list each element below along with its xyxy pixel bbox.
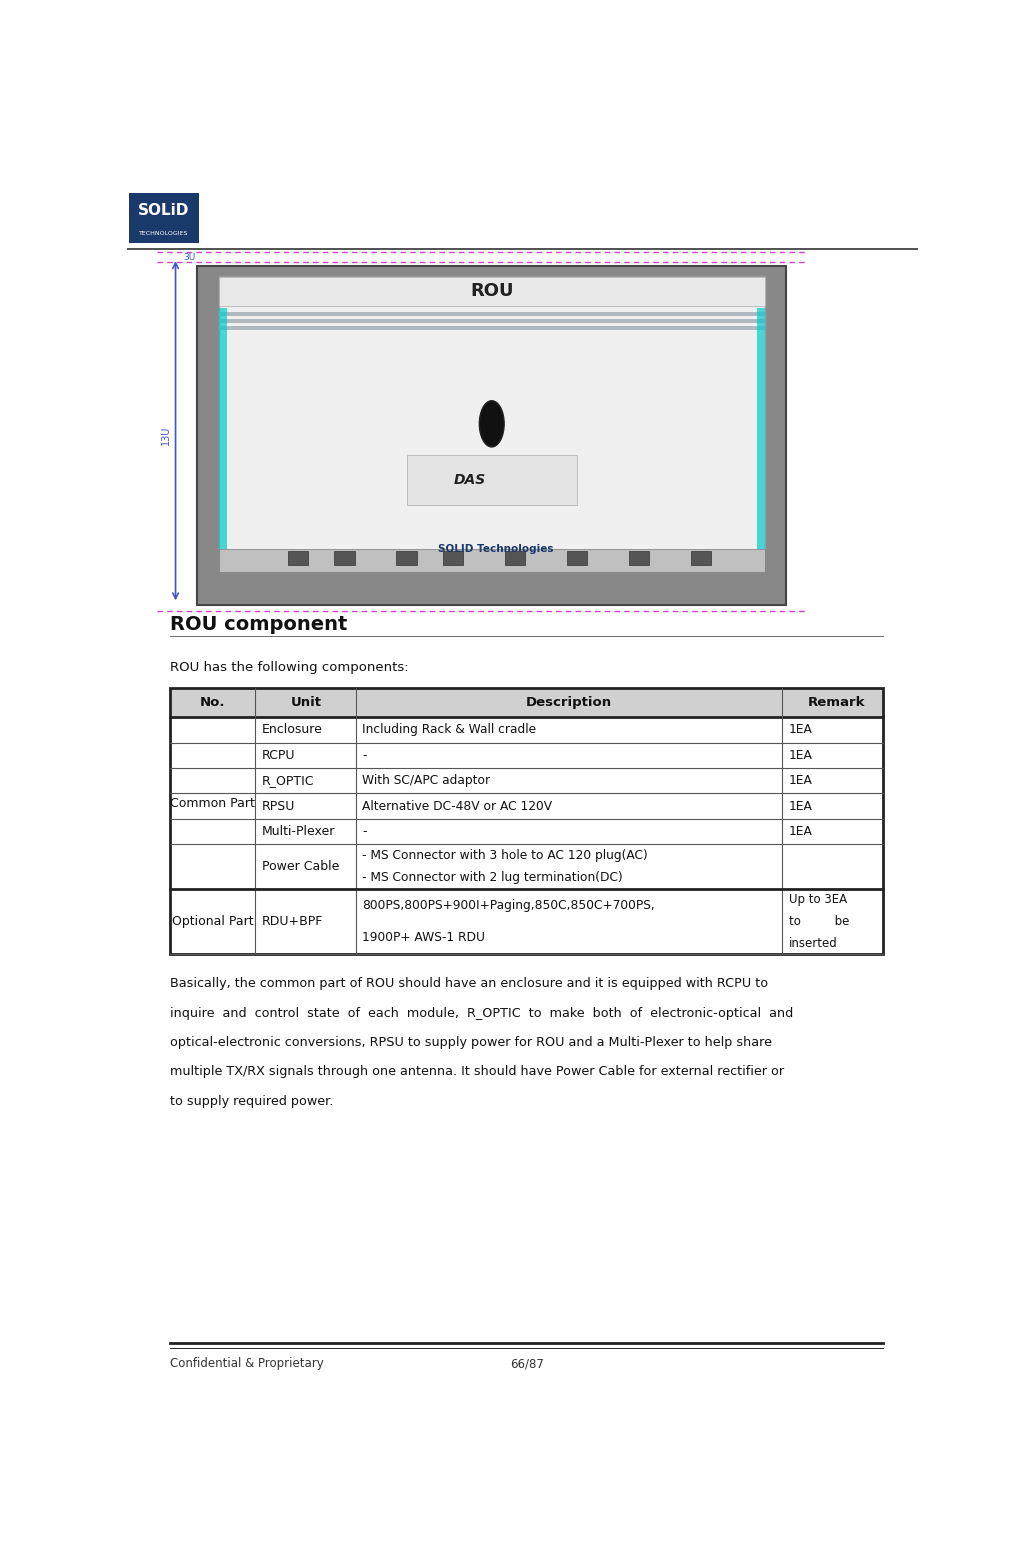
Text: inquire  and  control  state  of  each  module,  R_OPTIC  to  make  both  of  el: inquire and control state of each module… [170,1007,793,1020]
Bar [219,319,764,323]
Text: R_OPTIC: R_OPTIC [261,775,314,787]
Text: RCPU: RCPU [261,748,294,762]
Text: to supply required power.: to supply required power. [170,1095,333,1107]
Bar [170,687,882,954]
Text: 1EA: 1EA [788,723,812,736]
Bar [219,312,764,316]
Text: - MS Connector with 2 lug termination(DC): - MS Connector with 2 lug termination(DC… [362,872,623,884]
Ellipse shape [479,401,503,447]
Bar [629,551,648,565]
Bar [756,308,764,548]
Text: -: - [362,748,367,762]
Text: Common Part: Common Part [170,797,255,809]
Text: SOLiD: SOLiD [139,203,190,217]
Text: No.: No. [200,697,225,709]
Bar [690,551,710,565]
Bar [287,551,308,565]
Text: Multi-Plexer: Multi-Plexer [261,825,334,839]
Text: Including Rack & Wall cradle: Including Rack & Wall cradle [362,723,536,736]
Text: ROU has the following components:: ROU has the following components: [170,661,409,673]
Text: Power Cable: Power Cable [261,861,338,873]
Text: RPSU: RPSU [261,800,294,812]
Bar [219,308,226,548]
Bar [170,687,882,717]
Text: Up to 3EA: Up to 3EA [788,893,846,906]
Text: inserted: inserted [788,937,837,950]
Text: 13U: 13U [161,426,171,445]
Text: 1EA: 1EA [788,825,812,839]
Text: Description: Description [526,697,611,709]
Text: optical-electronic conversions, RPSU to supply power for ROU and a Multi-Plexer : optical-electronic conversions, RPSU to … [170,1036,771,1050]
Bar [334,551,355,565]
Text: to         be: to be [788,915,848,928]
Text: 66/87: 66/87 [510,1357,543,1370]
Text: Confidential & Proprietary: Confidential & Proprietary [170,1357,324,1370]
Bar [407,455,577,505]
Text: ROU: ROU [470,283,513,300]
Text: SOLID Technologies: SOLID Technologies [437,544,553,555]
Bar [197,266,786,604]
Text: ROU component: ROU component [170,615,347,634]
Text: 1900P+ AWS-1 RDU: 1900P+ AWS-1 RDU [362,931,485,945]
Bar [219,325,764,330]
Text: Unit: Unit [290,697,321,709]
Text: With SC/APC adaptor: With SC/APC adaptor [362,775,490,787]
Bar [442,551,463,565]
Text: 3U: 3U [183,253,196,262]
Text: 1EA: 1EA [788,800,812,812]
Bar [396,551,416,565]
Text: -: - [362,825,367,839]
Bar [129,192,199,242]
Text: 800PS,800PS+900I+Paging,850C,850C+700PS,: 800PS,800PS+900I+Paging,850C,850C+700PS, [362,898,654,912]
Text: - MS Connector with 3 hole to AC 120 plug(AC): - MS Connector with 3 hole to AC 120 plu… [362,848,647,862]
Text: Optional Part: Optional Part [172,915,254,928]
Text: multiple TX/RX signals through one antenna. It should have Power Cable for exter: multiple TX/RX signals through one anten… [170,1065,784,1078]
Bar [504,551,525,565]
Text: RDU+BPF: RDU+BPF [261,915,323,928]
Bar [219,276,764,572]
Text: 1EA: 1EA [788,748,812,762]
Bar [219,550,764,572]
Bar [219,276,764,306]
Text: Alternative DC-48V or AC 120V: Alternative DC-48V or AC 120V [362,800,552,812]
Text: Remark: Remark [807,697,864,709]
Text: 1EA: 1EA [788,775,812,787]
Text: DAS: DAS [453,473,486,487]
Text: Enclosure: Enclosure [261,723,322,736]
Text: Basically, the common part of ROU should have an enclosure and it is equipped wi: Basically, the common part of ROU should… [170,978,767,990]
Bar [567,551,587,565]
Text: TECHNOLOGIES: TECHNOLOGIES [140,231,189,236]
